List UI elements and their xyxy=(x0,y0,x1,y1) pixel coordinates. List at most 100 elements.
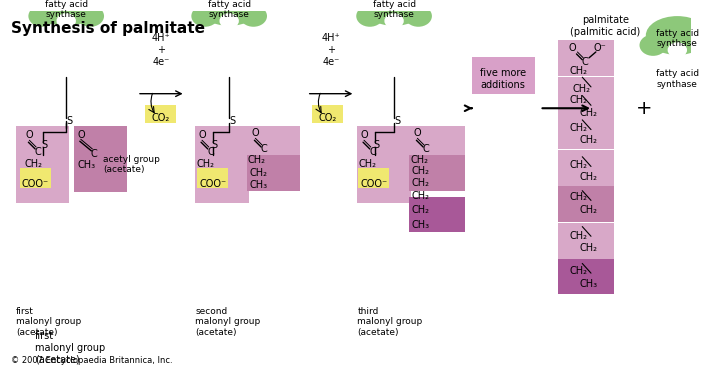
Bar xyxy=(409,126,465,155)
Text: palmitate
(palmitic acid): palmitate (palmitic acid) xyxy=(570,15,640,37)
Text: CH₂: CH₂ xyxy=(569,66,587,76)
Text: S: S xyxy=(394,116,400,126)
Ellipse shape xyxy=(191,5,219,27)
Text: CO₂: CO₂ xyxy=(151,113,169,123)
Text: CH₂: CH₂ xyxy=(569,96,587,105)
Text: second
malonyl group
(acetate): second malonyl group (acetate) xyxy=(196,307,261,337)
Bar xyxy=(558,259,614,294)
Ellipse shape xyxy=(363,0,426,26)
Text: CO₂: CO₂ xyxy=(318,113,336,123)
Bar xyxy=(358,168,389,188)
Ellipse shape xyxy=(77,5,104,27)
Text: C: C xyxy=(91,149,97,159)
Text: CH₃: CH₃ xyxy=(249,180,268,190)
Bar xyxy=(311,105,342,123)
Bar xyxy=(409,155,465,191)
Text: CH₂: CH₂ xyxy=(359,159,377,168)
Text: CH₃: CH₃ xyxy=(411,220,429,230)
Text: CH₂: CH₂ xyxy=(410,154,429,165)
Ellipse shape xyxy=(56,13,76,29)
Text: Synthesis of palmitate: Synthesis of palmitate xyxy=(11,21,205,36)
Bar xyxy=(246,155,300,191)
Bar xyxy=(558,150,614,186)
Text: O⁻: O⁻ xyxy=(593,43,606,53)
Text: CH₂: CH₂ xyxy=(247,154,265,165)
Text: fatty acid
synthase: fatty acid synthase xyxy=(373,0,416,19)
Text: fatty acid
synthase: fatty acid synthase xyxy=(208,0,251,19)
Text: 4H⁺
+
4e⁻: 4H⁺ + 4e⁻ xyxy=(322,33,340,67)
Text: C: C xyxy=(369,147,376,157)
Text: 4H⁺
+
4e⁻: 4H⁺ + 4e⁻ xyxy=(152,33,171,67)
Ellipse shape xyxy=(384,13,404,29)
Text: CH₂: CH₂ xyxy=(579,108,597,118)
Ellipse shape xyxy=(646,16,706,55)
Text: CH₂: CH₂ xyxy=(412,205,429,215)
Text: CH₂: CH₂ xyxy=(412,178,429,188)
Text: C: C xyxy=(261,144,268,154)
Bar xyxy=(558,77,614,113)
Text: C: C xyxy=(582,57,589,67)
Ellipse shape xyxy=(240,5,267,27)
Ellipse shape xyxy=(668,42,687,58)
Text: S: S xyxy=(373,140,380,150)
Bar xyxy=(472,57,534,94)
Text: COO⁻: COO⁻ xyxy=(22,179,49,189)
Text: C: C xyxy=(208,147,214,157)
Ellipse shape xyxy=(220,13,239,29)
Bar xyxy=(196,126,249,203)
Text: fatty acid
synthase: fatty acid synthase xyxy=(656,29,699,48)
Bar xyxy=(246,126,300,155)
Text: CH₂: CH₂ xyxy=(569,231,587,241)
Text: CH₂: CH₂ xyxy=(573,84,590,94)
Text: CH₂: CH₂ xyxy=(579,243,597,253)
Text: CH₂: CH₂ xyxy=(412,190,429,201)
Text: CH₂: CH₂ xyxy=(569,123,587,133)
Text: © 2007 Encyclopaedia Britannica, Inc.: © 2007 Encyclopaedia Britannica, Inc. xyxy=(11,356,172,365)
Ellipse shape xyxy=(640,34,666,56)
Ellipse shape xyxy=(35,0,97,26)
Text: CH₂: CH₂ xyxy=(569,266,587,276)
Bar xyxy=(145,105,176,123)
Bar xyxy=(20,168,51,188)
Bar xyxy=(558,223,614,259)
Bar xyxy=(409,196,465,232)
Text: CH₃: CH₃ xyxy=(78,159,95,170)
Ellipse shape xyxy=(688,34,706,56)
Text: CH₂: CH₂ xyxy=(569,159,587,170)
Ellipse shape xyxy=(357,5,383,27)
Text: O: O xyxy=(569,43,576,53)
Text: CH₃: CH₃ xyxy=(579,279,597,289)
Text: five more
additions: five more additions xyxy=(479,68,526,90)
Text: COO⁻: COO⁻ xyxy=(360,179,388,189)
Text: CH₂: CH₂ xyxy=(579,205,597,215)
Text: COO⁻: COO⁻ xyxy=(199,179,226,189)
Text: CH₂: CH₂ xyxy=(197,159,215,168)
Text: CH₂: CH₂ xyxy=(569,192,587,202)
Text: O: O xyxy=(198,130,205,140)
Text: CH₂: CH₂ xyxy=(24,159,42,168)
Text: S: S xyxy=(229,116,235,126)
Text: CH₂: CH₂ xyxy=(249,168,268,178)
Text: S: S xyxy=(42,140,48,150)
Text: third
malonyl group
(acetate): third malonyl group (acetate) xyxy=(357,307,422,337)
Text: fatty acid
synthase: fatty acid synthase xyxy=(656,69,699,89)
Bar xyxy=(74,126,127,192)
Text: O: O xyxy=(414,129,421,138)
Text: CH₂: CH₂ xyxy=(579,135,597,145)
Bar xyxy=(558,113,614,149)
Text: first
malonyl group
(acetate): first malonyl group (acetate) xyxy=(35,332,105,364)
Bar xyxy=(197,168,228,188)
Ellipse shape xyxy=(198,0,261,26)
Bar xyxy=(558,186,614,222)
Text: O: O xyxy=(25,130,33,140)
Bar xyxy=(558,40,614,76)
Text: O: O xyxy=(360,130,368,140)
Text: CH₂: CH₂ xyxy=(579,172,597,182)
Text: fatty acid
synthase: fatty acid synthase xyxy=(44,0,88,19)
Text: O: O xyxy=(251,129,259,138)
Text: CH₂: CH₂ xyxy=(412,166,429,176)
Text: +: + xyxy=(636,99,652,118)
Text: C: C xyxy=(423,144,429,154)
Text: first
malonyl group
(acetate): first malonyl group (acetate) xyxy=(16,307,81,337)
Text: C: C xyxy=(35,147,42,157)
